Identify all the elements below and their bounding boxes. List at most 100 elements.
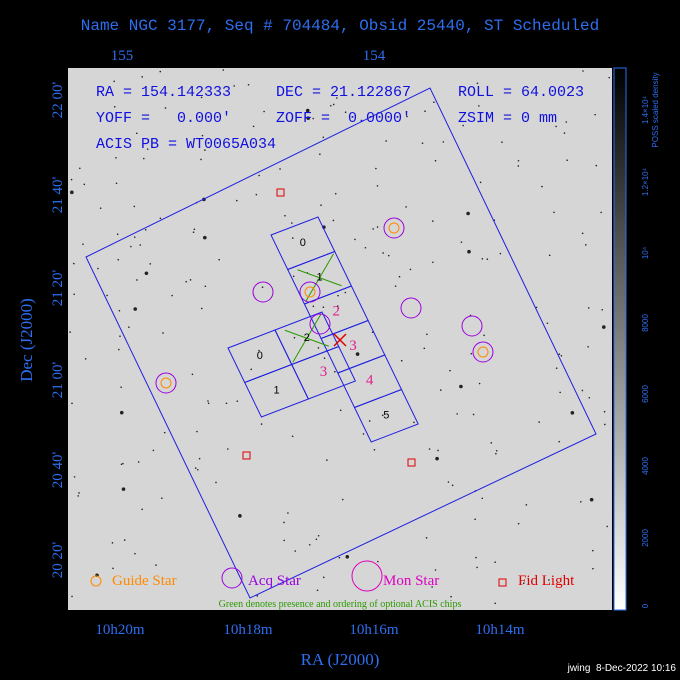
field-of-view	[85, 87, 597, 599]
star-dot	[606, 525, 608, 528]
star-dot	[287, 512, 289, 514]
star-dot	[424, 110, 426, 113]
star-dot	[317, 347, 320, 349]
note: Green denotes presence and ordering of o…	[219, 599, 462, 610]
star-dot	[541, 185, 543, 188]
info-text: ZOFF = 0.0000'	[276, 110, 411, 127]
star-dot	[372, 228, 374, 230]
acq-star	[472, 341, 494, 363]
star-dot	[283, 521, 285, 524]
legend-label: Mon Star	[383, 573, 439, 589]
star-dot	[459, 384, 463, 389]
colorbar-tick-label: 6000	[641, 385, 650, 403]
star-dot	[474, 518, 476, 521]
star-dot	[385, 140, 387, 142]
star-dot	[247, 83, 250, 86]
star-dot	[425, 537, 428, 539]
star-dot	[171, 294, 173, 297]
star-dot	[149, 263, 152, 265]
guide-star	[477, 346, 489, 358]
left-tick-label: 22 00'	[50, 81, 66, 118]
star-dot	[522, 582, 525, 584]
star-dot	[486, 258, 489, 261]
acq-star	[383, 217, 405, 239]
star-dot	[434, 159, 437, 162]
star-dot	[279, 168, 281, 170]
legend-symbol	[90, 575, 102, 587]
star-dot	[111, 542, 114, 544]
colorbar-tick-label: 2000	[641, 529, 650, 547]
star-dot	[431, 586, 433, 588]
info-text: ROLL = 64.0023	[458, 84, 584, 101]
star-dot	[261, 286, 264, 289]
star-dot	[382, 252, 384, 254]
star-dot	[159, 70, 162, 73]
star-dot	[323, 357, 326, 359]
star-dot	[339, 409, 342, 412]
star-dot	[312, 305, 315, 308]
star-dot	[345, 554, 350, 559]
star-dot	[326, 459, 328, 461]
star-dot	[117, 258, 120, 261]
star-dot	[499, 252, 502, 255]
star-dot	[70, 190, 74, 195]
star-dot	[79, 167, 81, 170]
chip-label: 4	[366, 373, 374, 389]
star-dot	[494, 561, 496, 563]
star-dot	[432, 220, 434, 222]
star-dot	[162, 332, 164, 334]
bottom-tick-label: 10h20m	[95, 622, 145, 638]
guide-star	[304, 286, 316, 298]
star-dot	[260, 423, 263, 425]
star-dot	[73, 476, 76, 478]
star-dot	[373, 448, 376, 451]
star-dot	[602, 325, 606, 329]
colorbar-tick-label: 10⁴	[641, 246, 650, 259]
star-dot	[292, 275, 295, 278]
fid-light	[276, 188, 285, 197]
acis-i-chip	[291, 345, 357, 400]
star-dot	[316, 589, 319, 592]
left-tick-label: 21 20'	[50, 269, 66, 306]
star-dot	[548, 254, 551, 257]
acq-star	[252, 281, 274, 303]
star-dot	[483, 334, 485, 337]
star-dot	[479, 181, 482, 184]
star-dot	[494, 602, 497, 605]
legend-label: Fid Light	[518, 573, 575, 589]
chip-label: 0	[257, 350, 263, 362]
star-dot	[115, 182, 118, 185]
star-dot	[428, 448, 431, 450]
star-dot	[546, 322, 549, 325]
star-dot	[460, 241, 463, 243]
info-text: RA = 154.142333	[96, 84, 231, 101]
star-dot	[320, 204, 322, 207]
left-tick-label: 20 40'	[50, 451, 66, 488]
star-dot	[233, 85, 235, 87]
chip-label: 1	[273, 385, 279, 397]
star-dot	[196, 430, 198, 433]
info-text: ZSIM = 0 mm	[458, 110, 557, 127]
star-dot	[141, 508, 143, 511]
star-dot	[82, 243, 84, 245]
acq-star	[155, 372, 177, 394]
star-dot	[133, 236, 136, 238]
star-dot	[329, 104, 332, 107]
star-dot	[112, 567, 114, 570]
star-dot	[584, 244, 587, 246]
star-dot	[421, 142, 424, 144]
star-dot	[144, 271, 149, 276]
star-dot	[555, 125, 557, 128]
star-dot	[368, 420, 371, 422]
bottom-tick-label: 10h18m	[223, 622, 273, 638]
chip-label: 5	[383, 410, 389, 422]
star-dot	[133, 307, 138, 311]
star-dot	[581, 389, 584, 392]
target-marker	[333, 333, 347, 347]
star-dot	[495, 449, 498, 452]
chip-label: 0	[300, 237, 306, 249]
colorbar	[613, 67, 627, 611]
top-tick-label: 154	[363, 48, 386, 64]
star-dot	[155, 564, 157, 566]
star-dot	[478, 382, 481, 385]
